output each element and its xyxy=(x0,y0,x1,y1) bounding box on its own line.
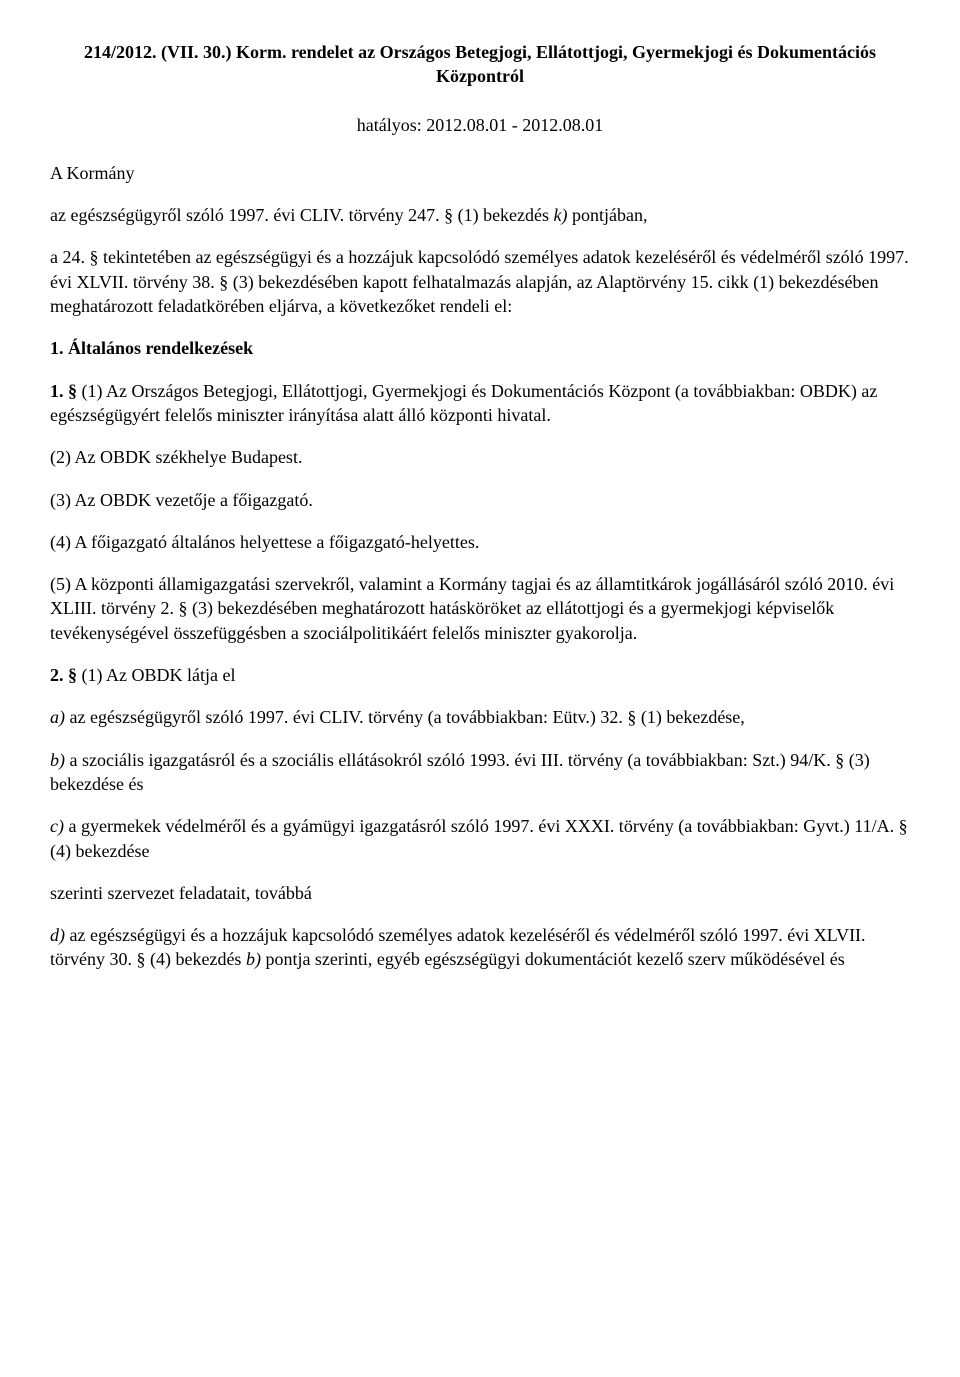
para-1-4: (4) A főigazgató általános helyettese a … xyxy=(50,530,910,554)
para-2-d: d) az egészségügyi és a hozzájuk kapcsol… xyxy=(50,923,910,972)
para-2-1: 2. § (1) Az OBDK látja el xyxy=(50,663,910,687)
document-title: 214/2012. (VII. 30.) Korm. rendelet az O… xyxy=(50,40,910,89)
intro-auth-1-pre: az egészségügyről szóló 1997. évi CLIV. … xyxy=(50,205,554,225)
list-d: d) xyxy=(50,925,65,945)
para-1-num: 1. § xyxy=(50,381,77,401)
intro-auth-1: az egészségügyről szóló 1997. évi CLIV. … xyxy=(50,203,910,227)
para-1-5: (5) A központi államigazgatási szervekrő… xyxy=(50,572,910,645)
list-c-body: a gyermekek védelméről és a gyámügyi iga… xyxy=(50,816,908,860)
para-1-body: (1) Az Országos Betegjogi, Ellátottjogi,… xyxy=(50,381,877,425)
list-b-body: a szociális igazgatásról és a szociális … xyxy=(50,750,870,794)
para-2-body: (1) Az OBDK látja el xyxy=(77,665,235,685)
list-d-b: b) xyxy=(246,949,261,969)
intro-auth-1-post: pontjában, xyxy=(568,205,648,225)
intro-auth-2: a 24. § tekintetében az egészségügyi és … xyxy=(50,245,910,318)
para-1-1: 1. § (1) Az Országos Betegjogi, Ellátott… xyxy=(50,379,910,428)
list-c: c) xyxy=(50,816,64,836)
para-2-b: b) a szociális igazgatásról és a szociál… xyxy=(50,748,910,797)
para-2-num: 2. § xyxy=(50,665,77,685)
effective-date: hatályos: 2012.08.01 - 2012.08.01 xyxy=(50,113,910,137)
list-a: a) xyxy=(50,707,65,727)
section-heading-1: 1. Általános rendelkezések xyxy=(50,336,910,360)
para-2-a: a) az egészségügyről szóló 1997. évi CLI… xyxy=(50,705,910,729)
list-d-body-post: pontja szerinti, egyéb egészségügyi doku… xyxy=(261,949,845,969)
intro-auth-1-k: k) xyxy=(554,205,568,225)
para-1-3: (3) Az OBDK vezetője a főigazgató. xyxy=(50,488,910,512)
para-2-szerinti: szerinti szervezet feladatait, továbbá xyxy=(50,881,910,905)
list-a-body: az egészségügyről szóló 1997. évi CLIV. … xyxy=(65,707,745,727)
para-1-2: (2) Az OBDK székhelye Budapest. xyxy=(50,445,910,469)
para-2-c: c) a gyermekek védelméről és a gyámügyi … xyxy=(50,814,910,863)
intro-kormany: A Kormány xyxy=(50,161,910,185)
list-b: b) xyxy=(50,750,65,770)
